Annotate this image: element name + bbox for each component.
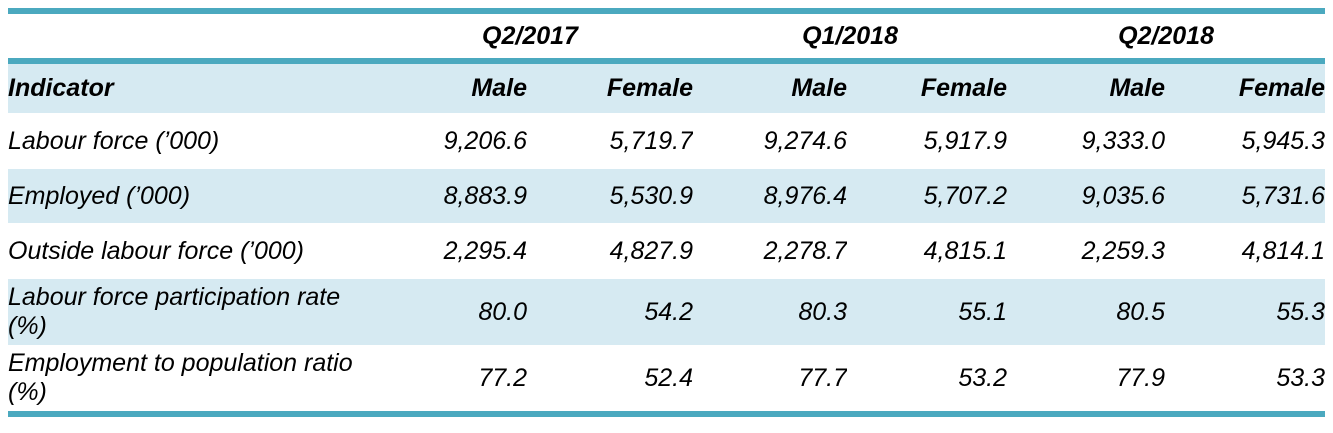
table-row-labour-force: Labour force (’000) 9,206.6 5,719.7 9,27… [8, 113, 1326, 169]
column-header-male: Male [367, 61, 527, 113]
table-cell: 53.2 [847, 345, 1008, 414]
table-cell: 2,295.4 [367, 223, 527, 279]
table-cell: 55.1 [847, 279, 1008, 345]
table-cell: 2,259.3 [1007, 223, 1166, 279]
table-cell: 80.3 [693, 279, 848, 345]
row-label: Outside labour force (’000) [8, 223, 367, 279]
table-cell: 55.3 [1165, 279, 1326, 345]
row-label: Employed (’000) [8, 169, 367, 223]
table-cell: 4,815.1 [847, 223, 1008, 279]
quarter-header-row: Q2/2017 Q1/2018 Q2/2018 [8, 11, 1326, 64]
quarter-header-q2-2018: Q2/2018 [1007, 11, 1326, 64]
column-header-female: Female [527, 61, 694, 113]
row-label: Employment to population ratio (%) [8, 345, 367, 414]
table-cell: 80.5 [1007, 279, 1166, 345]
table-cell: 2,278.7 [693, 223, 848, 279]
column-header-row: Indicator Male Female Male Female Male F… [8, 61, 1326, 113]
table-cell: 5,719.7 [527, 113, 694, 169]
labour-statistics-table: Q2/2017 Q1/2018 Q2/2018 Indicator Male F… [8, 8, 1326, 417]
indicator-column-header: Indicator [8, 61, 367, 113]
table-cell: 4,827.9 [527, 223, 694, 279]
table-cell: 77.9 [1007, 345, 1166, 414]
table-row-participation-rate: Labour force participation rate (%) 80.0… [8, 279, 1326, 345]
table-row-employed: Employed (’000) 8,883.9 5,530.9 8,976.4 … [8, 169, 1326, 223]
table-cell: 5,917.9 [847, 113, 1008, 169]
quarter-header-q1-2018: Q1/2018 [693, 11, 1008, 64]
table-cell: 9,333.0 [1007, 113, 1166, 169]
column-header-male: Male [693, 61, 848, 113]
table-cell: 9,274.6 [693, 113, 848, 169]
table-cell: 4,814.1 [1165, 223, 1326, 279]
table-cell: 8,976.4 [693, 169, 848, 223]
table-row-employment-ratio: Employment to population ratio (%) 77.2 … [8, 345, 1326, 414]
table-cell: 77.7 [693, 345, 848, 414]
row-label: Labour force (’000) [8, 113, 367, 169]
table-cell: 8,883.9 [367, 169, 527, 223]
table-cell: 5,707.2 [847, 169, 1008, 223]
table-cell: 9,206.6 [367, 113, 527, 169]
table-cell: 9,035.6 [1007, 169, 1166, 223]
table-cell: 80.0 [367, 279, 527, 345]
table-cell: 5,530.9 [527, 169, 694, 223]
column-header-male: Male [1007, 61, 1166, 113]
table-cell: 53.3 [1165, 345, 1326, 414]
table-cell: 54.2 [527, 279, 694, 345]
quarter-header-spacer [8, 11, 367, 64]
table-cell: 5,731.6 [1165, 169, 1326, 223]
table-row-outside-labour-force: Outside labour force (’000) 2,295.4 4,82… [8, 223, 1326, 279]
table-cell: 77.2 [367, 345, 527, 414]
column-header-female: Female [847, 61, 1008, 113]
row-label: Labour force participation rate (%) [8, 279, 367, 345]
table-cell: 52.4 [527, 345, 694, 414]
column-header-female: Female [1165, 61, 1326, 113]
table-cell: 5,945.3 [1165, 113, 1326, 169]
quarter-header-q2-2017: Q2/2017 [367, 11, 694, 64]
